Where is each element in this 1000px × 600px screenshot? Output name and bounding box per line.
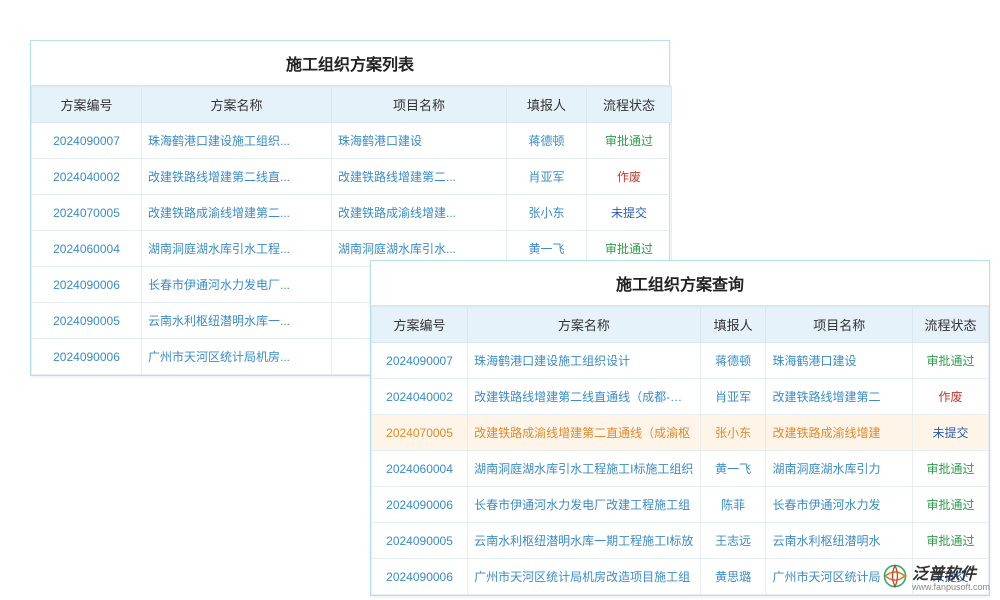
plan-query-panel: 施工组织方案查询 方案编号方案名称填报人项目名称流程状态 2024090007珠… bbox=[370, 260, 990, 596]
table-row[interactable]: 2024070005改建铁路成渝线增建第二直通线（成渝枢张小东改建铁路成渝线增建… bbox=[372, 415, 989, 451]
table-cell[interactable]: 肖亚军 bbox=[700, 379, 766, 415]
column-header[interactable]: 方案编号 bbox=[32, 87, 142, 123]
table-cell[interactable]: 2024040002 bbox=[372, 379, 468, 415]
table-cell[interactable]: 蒋德顿 bbox=[507, 123, 587, 159]
table-cell[interactable]: 珠海鹤港口建设施工组织... bbox=[142, 123, 332, 159]
logo-text: 泛普软件 bbox=[912, 560, 990, 584]
table-cell[interactable]: 2024090007 bbox=[32, 123, 142, 159]
table-cell[interactable]: 肖亚军 bbox=[507, 159, 587, 195]
table-cell[interactable]: 珠海鹤港口建设施工组织设计 bbox=[468, 343, 701, 379]
table-cell[interactable]: 湖南洞庭湖水库引力 bbox=[766, 451, 913, 487]
table-row[interactable]: 2024090005云南水利枢纽潜明水库一期工程施工I标放王志远云南水利枢纽潜明… bbox=[372, 523, 989, 559]
table-cell[interactable]: 审批通过 bbox=[587, 123, 672, 159]
panel-title: 施工组织方案列表 bbox=[31, 41, 669, 86]
table-cell[interactable]: 长春市伊通河水力发 bbox=[766, 487, 913, 523]
table-cell[interactable]: 长春市伊通河水力发电厂改建工程施工组 bbox=[468, 487, 701, 523]
column-header[interactable]: 填报人 bbox=[507, 87, 587, 123]
brand-logo: 泛普软件 www.fanpusoft.com bbox=[882, 560, 990, 592]
table-cell[interactable]: 改建铁路成渝线增建... bbox=[332, 195, 507, 231]
table-cell[interactable]: 审批通过 bbox=[913, 343, 989, 379]
table-cell[interactable]: 2024040002 bbox=[32, 159, 142, 195]
table-cell[interactable]: 2024060004 bbox=[32, 231, 142, 267]
table-cell[interactable]: 云南水利枢纽潜明水库一期工程施工I标放 bbox=[468, 523, 701, 559]
table-row[interactable]: 2024090007珠海鹤港口建设施工组织...珠海鹤港口建设蒋德顿审批通过 bbox=[32, 123, 672, 159]
table-cell[interactable]: 2024070005 bbox=[372, 415, 468, 451]
table-cell[interactable]: 珠海鹤港口建设 bbox=[332, 123, 507, 159]
plan-query-table: 方案编号方案名称填报人项目名称流程状态 2024090007珠海鹤港口建设施工组… bbox=[371, 306, 989, 595]
table-cell[interactable]: 2024090006 bbox=[32, 339, 142, 375]
table-row[interactable]: 2024090007珠海鹤港口建设施工组织设计蒋德顿珠海鹤港口建设审批通过 bbox=[372, 343, 989, 379]
table-cell[interactable]: 改建铁路线增建第二线直通线（成都-西安 bbox=[468, 379, 701, 415]
table-cell[interactable]: 审批通过 bbox=[913, 487, 989, 523]
panel-title: 施工组织方案查询 bbox=[371, 261, 989, 306]
table-cell[interactable]: 陈菲 bbox=[700, 487, 766, 523]
table-cell[interactable]: 广州市天河区统计局机房改造项目施工组 bbox=[468, 559, 701, 595]
column-header[interactable]: 填报人 bbox=[700, 307, 766, 343]
table-cell[interactable]: 2024090005 bbox=[32, 303, 142, 339]
table-cell[interactable]: 2024090006 bbox=[32, 267, 142, 303]
table-row[interactable]: 2024040002改建铁路线增建第二线直...改建铁路线增建第二...肖亚军作… bbox=[32, 159, 672, 195]
table-cell[interactable]: 云南水利枢纽潜明水 bbox=[766, 523, 913, 559]
column-header[interactable]: 流程状态 bbox=[587, 87, 672, 123]
table-cell[interactable]: 未提交 bbox=[913, 415, 989, 451]
table-cell[interactable]: 湖南洞庭湖水库引水工程... bbox=[142, 231, 332, 267]
column-header[interactable]: 项目名称 bbox=[332, 87, 507, 123]
table-row[interactable]: 2024090006长春市伊通河水力发电厂改建工程施工组陈菲长春市伊通河水力发审… bbox=[372, 487, 989, 523]
column-header[interactable]: 项目名称 bbox=[766, 307, 913, 343]
table-cell[interactable]: 2024060004 bbox=[372, 451, 468, 487]
table-cell[interactable]: 改建铁路线增建第二... bbox=[332, 159, 507, 195]
column-header[interactable]: 方案编号 bbox=[372, 307, 468, 343]
logo-subtext: www.fanpusoft.com bbox=[912, 582, 990, 592]
table-cell[interactable]: 改建铁路成渝线增建第二直通线（成渝枢 bbox=[468, 415, 701, 451]
table-cell[interactable]: 长春市伊通河水力发电厂... bbox=[142, 267, 332, 303]
table-cell[interactable]: 黄一飞 bbox=[700, 451, 766, 487]
column-header[interactable]: 流程状态 bbox=[913, 307, 989, 343]
table-cell[interactable]: 审批通过 bbox=[913, 523, 989, 559]
table-cell[interactable]: 王志远 bbox=[700, 523, 766, 559]
table-cell[interactable]: 张小东 bbox=[700, 415, 766, 451]
table-cell[interactable]: 湖南洞庭湖水库引水工程施工I标施工组织 bbox=[468, 451, 701, 487]
table-row[interactable]: 2024060004湖南洞庭湖水库引水工程施工I标施工组织黄一飞湖南洞庭湖水库引… bbox=[372, 451, 989, 487]
table-row[interactable]: 2024070005改建铁路成渝线增建第二...改建铁路成渝线增建...张小东未… bbox=[32, 195, 672, 231]
table-cell[interactable]: 改建铁路成渝线增建 bbox=[766, 415, 913, 451]
table-cell[interactable]: 改建铁路线增建第二线直... bbox=[142, 159, 332, 195]
table-cell[interactable]: 2024070005 bbox=[32, 195, 142, 231]
globe-icon bbox=[882, 563, 908, 589]
table-cell[interactable]: 珠海鹤港口建设 bbox=[766, 343, 913, 379]
table-cell[interactable]: 黄思璐 bbox=[700, 559, 766, 595]
table-cell[interactable]: 未提交 bbox=[587, 195, 672, 231]
table-cell[interactable]: 蒋德顿 bbox=[700, 343, 766, 379]
table-cell[interactable]: 2024090005 bbox=[372, 523, 468, 559]
table-row[interactable]: 2024040002改建铁路线增建第二线直通线（成都-西安肖亚军改建铁路线增建第… bbox=[372, 379, 989, 415]
table-cell[interactable]: 2024090007 bbox=[372, 343, 468, 379]
table-cell[interactable]: 改建铁路成渝线增建第二... bbox=[142, 195, 332, 231]
table-cell[interactable]: 广州市天河区统计局机房... bbox=[142, 339, 332, 375]
table-cell[interactable]: 作废 bbox=[587, 159, 672, 195]
table-cell[interactable]: 审批通过 bbox=[913, 451, 989, 487]
table-cell[interactable]: 张小东 bbox=[507, 195, 587, 231]
table-cell[interactable]: 2024090006 bbox=[372, 559, 468, 595]
table-cell[interactable]: 云南水利枢纽潜明水库一... bbox=[142, 303, 332, 339]
column-header[interactable]: 方案名称 bbox=[142, 87, 332, 123]
table-cell[interactable]: 作废 bbox=[913, 379, 989, 415]
table-cell[interactable]: 改建铁路线增建第二 bbox=[766, 379, 913, 415]
column-header[interactable]: 方案名称 bbox=[468, 307, 701, 343]
table-cell[interactable]: 2024090006 bbox=[372, 487, 468, 523]
